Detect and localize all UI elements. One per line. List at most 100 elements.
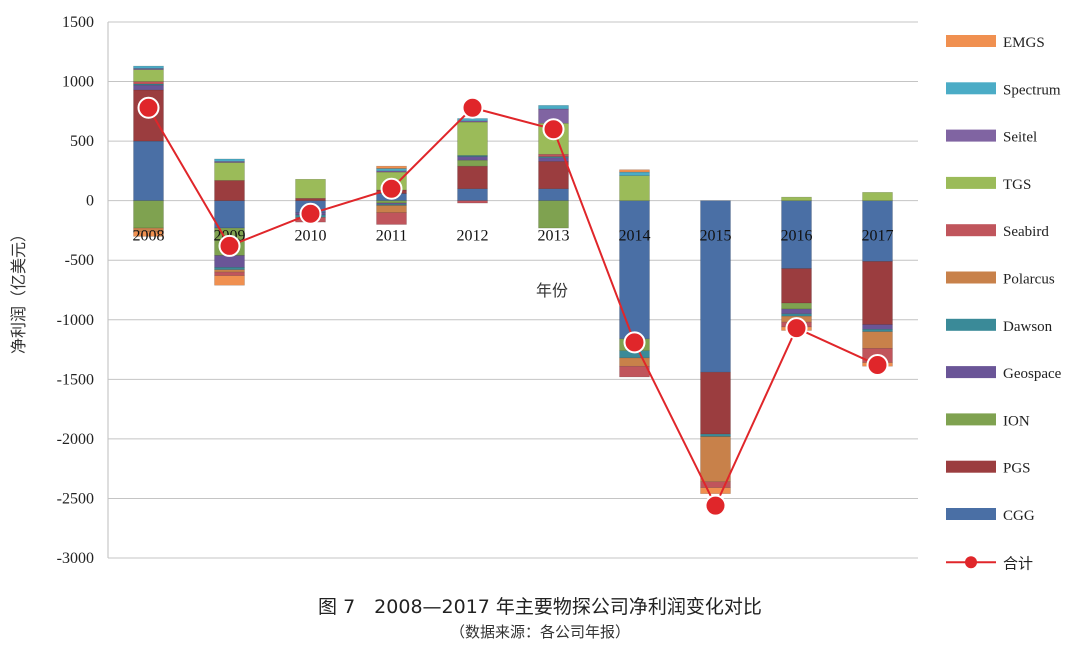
- y-tick-label: 500: [70, 133, 94, 150]
- y-tick-label: -1500: [57, 371, 94, 388]
- bar-segment-cgg-2012: [457, 188, 488, 201]
- bar-segment-polarcus-2011: [376, 205, 407, 213]
- y-tick-label: -500: [65, 252, 94, 269]
- legend-swatch: [946, 413, 996, 426]
- bar-segment-spectrum-2014: [619, 171, 650, 176]
- legend-label: PGS: [1003, 461, 1031, 477]
- bar-segment-pgs-2009: [214, 180, 245, 201]
- legend-item-dawson: Dawson: [946, 318, 1053, 335]
- legend-swatch: [946, 224, 996, 237]
- legend-swatch: [946, 176, 996, 189]
- figure-caption: 图 7 2008—2017 年主要物探公司净利润变化对比: [318, 596, 762, 618]
- legend-item-spectrum: Spectrum: [946, 82, 1061, 98]
- legend-label: 合计: [1003, 555, 1033, 572]
- x-tick-label: 2011: [376, 228, 407, 245]
- total-line: [147, 106, 878, 508]
- bar-segment-tgs-2010: [295, 178, 326, 199]
- bar-segment-polarcus-2017: [862, 331, 893, 349]
- y-axis-ticks: 1500 1000 500 0 -500 -1000 -1500 -2000 -2500 -300…: [57, 14, 94, 567]
- y-tick-label: -3000: [57, 550, 94, 567]
- legend-label: TGS: [1003, 177, 1031, 193]
- legend-item-cgg: CGG: [946, 508, 1035, 524]
- legend-swatch: [946, 271, 996, 284]
- y-axis-label: 净利润（亿美元）: [9, 226, 28, 354]
- y-tick-label: 1000: [62, 74, 94, 91]
- total-point-2010: [299, 202, 322, 225]
- bar-segment-spectrum-2011: [376, 168, 407, 172]
- bar-segment-tgs-2014: [619, 175, 650, 201]
- x-tick-label: 2008: [133, 228, 165, 245]
- total-point-2017: [866, 354, 889, 377]
- x-tick-label: 2016: [781, 228, 813, 245]
- bar-segment-ion-2012: [457, 159, 488, 167]
- bar-segment-emgs-2014: [619, 169, 650, 173]
- bar-segment-spectrum-2008: [133, 65, 164, 69]
- total-point-2016: [785, 317, 808, 340]
- bar-segment-seabird-2014: [619, 365, 650, 378]
- bar-segment-pgs-2013: [538, 161, 569, 190]
- bar-segment-polarcus-2009: [214, 269, 245, 273]
- x-axis-label: 年份: [536, 281, 568, 300]
- x-tick-label: 2013: [538, 228, 570, 245]
- bar-group-2015: [700, 200, 731, 494]
- bar-segment-cgg-2014: [619, 200, 650, 340]
- y-tick-label: 0: [86, 193, 94, 210]
- total-point-2015: [704, 494, 727, 517]
- legend-swatch: [946, 35, 996, 47]
- bar-segment-emgs-2015: [700, 487, 731, 494]
- bar-segment-spectrum-2013: [538, 105, 569, 110]
- bars-layer: [133, 65, 893, 494]
- bar-segment-pgs-2015: [700, 371, 731, 435]
- legend-item-pgs: PGS: [946, 460, 1031, 477]
- bar-segment-cgg-2009: [214, 200, 245, 229]
- bar-segment-geospace-2012: [457, 156, 488, 161]
- x-tick-label: 2012: [457, 228, 489, 245]
- bar-segment-emgs-2008: [133, 231, 164, 237]
- y-tick-label: -1000: [57, 312, 94, 329]
- legend-label: Seitel: [1003, 130, 1037, 146]
- total-point-2008: [137, 96, 160, 119]
- x-tick-label: 2014: [619, 228, 651, 245]
- bar-segment-geospace-2017: [862, 324, 893, 330]
- bar-segment-seabird-2011: [376, 212, 407, 225]
- legend-item-ion: ION: [946, 413, 1030, 429]
- bar-segment-ion-2008: [133, 200, 164, 229]
- bar-segment-geospace-2016: [781, 308, 812, 315]
- legend: EMGS Spectrum Seitel TGS Seabird Polarcus Daws…: [946, 35, 1062, 572]
- bar-segment-geospace-2009: [214, 255, 245, 268]
- bar-segment-seabird-2012: [457, 200, 488, 204]
- legend-label: Dawson: [1003, 319, 1053, 335]
- legend-item-seabird: Seabird: [946, 224, 1049, 240]
- legend-label: Polarcus: [1003, 272, 1055, 288]
- data-source-note: （数据来源：各公司年报）: [449, 623, 630, 641]
- bar-segment-dawson-2016: [781, 313, 812, 317]
- y-tick-label: -2000: [57, 431, 94, 448]
- stacked-bar-chart: 1500 1000 500 0 -500 -1000 -1500 -2000 -2500 -300…: [9, 14, 1062, 572]
- legend-swatch: [946, 82, 996, 95]
- y-tick-label: -2500: [57, 490, 94, 507]
- bar-segment-cgg-2015: [700, 200, 731, 373]
- bar-segment-cgg-2008: [133, 140, 164, 201]
- bar-segment-ion-2011: [376, 200, 407, 204]
- bar-segment-pgs-2017: [862, 261, 893, 325]
- bar-segment-dawson-2015: [700, 433, 731, 437]
- y-tick-label: 1500: [62, 14, 94, 31]
- bar-segment-pgs-2016: [781, 268, 812, 304]
- x-tick-label: 2017: [862, 228, 894, 245]
- legend-swatch: [946, 366, 996, 379]
- total-point-2012: [461, 96, 484, 119]
- bar-segment-pgs-2012: [457, 165, 488, 190]
- legend-item-geospace: Geospace: [946, 366, 1062, 382]
- legend-label: Seabird: [1003, 224, 1049, 240]
- bar-group-2012: [457, 118, 488, 204]
- legend-item-total: 合计: [946, 555, 1033, 572]
- bar-segment-geospace-2008: [133, 84, 164, 91]
- bar-group-2009: [214, 158, 245, 286]
- total-line-layer: [137, 96, 889, 517]
- bar-segment-dawson-2009: [214, 267, 245, 271]
- legend-label: ION: [1003, 413, 1030, 429]
- legend-label: Spectrum: [1003, 82, 1061, 98]
- legend-marker: [965, 556, 977, 569]
- bar-segment-emgs-2011: [376, 165, 407, 169]
- legend-label: Geospace: [1003, 366, 1062, 382]
